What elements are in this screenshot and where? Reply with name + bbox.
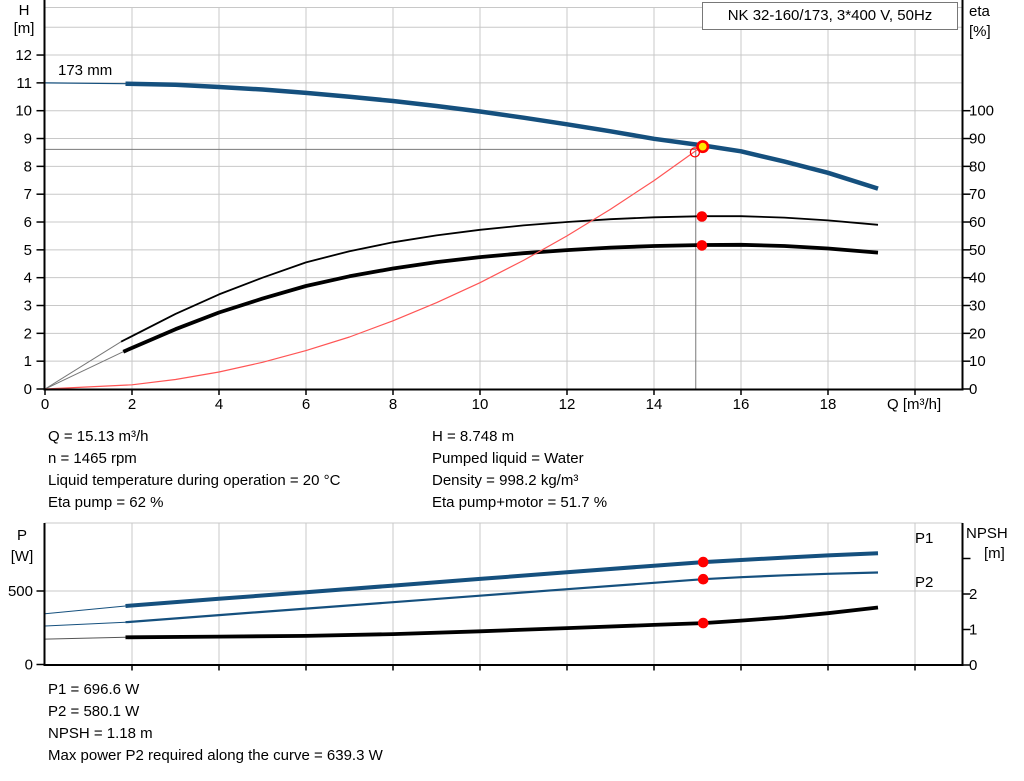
y-right-tick-label: 80 <box>969 158 986 175</box>
y-left-tick-label: 500 <box>8 583 33 600</box>
y-right-tick-label: 2 <box>969 586 977 603</box>
eta-pump-extension <box>44 341 122 390</box>
x-tick-label: 6 <box>302 396 310 413</box>
x-tick-label: 8 <box>389 396 397 413</box>
x-tick-label: 12 <box>559 396 576 413</box>
y-right-axis-title: NPSH <box>966 525 1008 542</box>
y-left-axis-title: [m] <box>14 20 35 37</box>
y-left-tick-label: 2 <box>24 325 32 342</box>
y-right-axis-title: [%] <box>969 23 991 40</box>
p2-curve-label: P2 <box>915 574 933 591</box>
y-left-tick-label: 9 <box>24 131 32 148</box>
y-right-tick-label: 40 <box>969 270 986 287</box>
x-tick-label: 18 <box>820 396 837 413</box>
y-right-tick-label: 70 <box>969 186 986 203</box>
duty-info-line-eta-pump-motor: Eta pump+motor = 51.7 % <box>432 494 608 511</box>
x-tick-label: 16 <box>733 396 750 413</box>
y-left-axis-title: H <box>19 2 30 19</box>
hq-eta-chart: 173 mm0123456789101112010203040506070809… <box>14 0 994 413</box>
y-left-tick-label: 12 <box>15 47 32 64</box>
y-left-tick-label: 5 <box>24 242 32 259</box>
y-right-axis-title: [m] <box>984 545 1005 562</box>
eta-pump-motor-curve <box>122 242 879 354</box>
y-right-tick-label: 20 <box>969 325 986 342</box>
duty-info-line-n: n = 1465 rpm <box>48 450 137 467</box>
system-curve <box>44 145 704 390</box>
p2-curve-extension <box>44 621 126 627</box>
y-left-tick-label: 6 <box>24 214 32 231</box>
head-curve-extension <box>44 82 126 85</box>
x-tick-label: 2 <box>128 396 136 413</box>
requested-duty-marker <box>689 147 701 158</box>
x-tick-label: 10 <box>472 396 489 413</box>
duty-point-marker <box>696 140 710 154</box>
y-left-tick-label: 10 <box>15 103 32 120</box>
p1-curve-extension <box>44 605 126 615</box>
y-left-tick-label: 1 <box>24 353 32 370</box>
power-info-line-npsh: NPSH = 1.18 m <box>48 725 153 742</box>
npsh-curve <box>125 605 879 640</box>
duty-info-left-column: Q = 15.13 m³/h n = 1465 rpm Liquid tempe… <box>48 426 340 514</box>
duty-info-line-liquid: Pumped liquid = Water <box>432 450 584 467</box>
p2-duty-marker <box>697 573 709 585</box>
y-left-tick-label: 11 <box>16 75 32 92</box>
power-info-line-p1: P1 = 696.6 W <box>48 681 140 698</box>
duty-info-line-temperature: Liquid temperature during operation = 20… <box>48 472 341 489</box>
y-left-tick-label: 3 <box>24 298 32 315</box>
power-info-line-p2: P2 = 580.1 W <box>48 703 140 720</box>
y-right-axis-title: eta <box>969 3 991 20</box>
x-tick-label: 0 <box>41 396 49 413</box>
power-info-line-maxpower: Max power P2 required along the curve = … <box>48 747 383 764</box>
y-right-tick-label: 0 <box>969 381 977 398</box>
eta-pump-duty-marker <box>696 211 708 222</box>
y-right-tick-label: 30 <box>969 298 986 315</box>
duty-info-line-q: Q = 15.13 m³/h <box>48 428 149 445</box>
x-tick-label: 14 <box>646 396 663 413</box>
p1-curve-label: P1 <box>915 530 933 547</box>
p2-curve <box>125 571 879 624</box>
eta-pump-curve <box>120 215 879 343</box>
power-info-block: P1 = 696.6 W P2 = 580.1 W NPSH = 1.18 m … <box>48 679 383 767</box>
y-left-tick-label: 0 <box>25 657 33 674</box>
y-left-tick-label: 4 <box>24 270 32 287</box>
x-tick-label: 4 <box>215 396 223 413</box>
y-right-tick-label: 1 <box>969 622 977 639</box>
npsh-duty-marker <box>697 617 709 629</box>
npsh-curve-extension <box>44 636 126 640</box>
y-right-tick-label: 0 <box>969 657 977 674</box>
duty-info-right-column: H = 8.748 m Pumped liquid = Water Densit… <box>432 426 607 514</box>
duty-info-line-h: H = 8.748 m <box>432 428 515 445</box>
y-left-axis-title: [W] <box>11 548 34 565</box>
duty-info-line-density: Density = 998.2 kg/m³ <box>432 472 579 489</box>
p1-curve <box>125 551 879 608</box>
power-npsh-chart: P1 P2 0 500 0 1 2 P [W] NPSH [m] <box>8 522 1008 674</box>
x-axis-title: Q [m³/h] <box>887 396 941 413</box>
y-left-tick-label: 8 <box>24 158 32 175</box>
eta-pump-motor-extension <box>44 351 124 390</box>
head-curve-173mm-label: 173 mm <box>58 62 112 79</box>
head-curve-173mm <box>125 81 879 191</box>
eta-pump-motor-duty-marker <box>696 240 708 251</box>
y-left-tick-label: 7 <box>24 186 32 203</box>
duty-info-line-eta-pump: Eta pump = 62 % <box>48 494 164 511</box>
y-right-tick-label: 50 <box>969 242 986 259</box>
y-right-tick-label: 60 <box>969 214 986 231</box>
y-right-tick-label: 10 <box>969 353 986 370</box>
p1-duty-marker <box>697 556 709 568</box>
pump-title-box: NK 32-160/173, 3*400 V, 50Hz <box>702 2 958 30</box>
y-left-axis-title: P <box>17 527 27 544</box>
y-left-tick-label: 0 <box>24 381 32 398</box>
y-right-tick-label: 100 <box>969 103 994 120</box>
y-right-tick-label: 90 <box>969 131 986 148</box>
